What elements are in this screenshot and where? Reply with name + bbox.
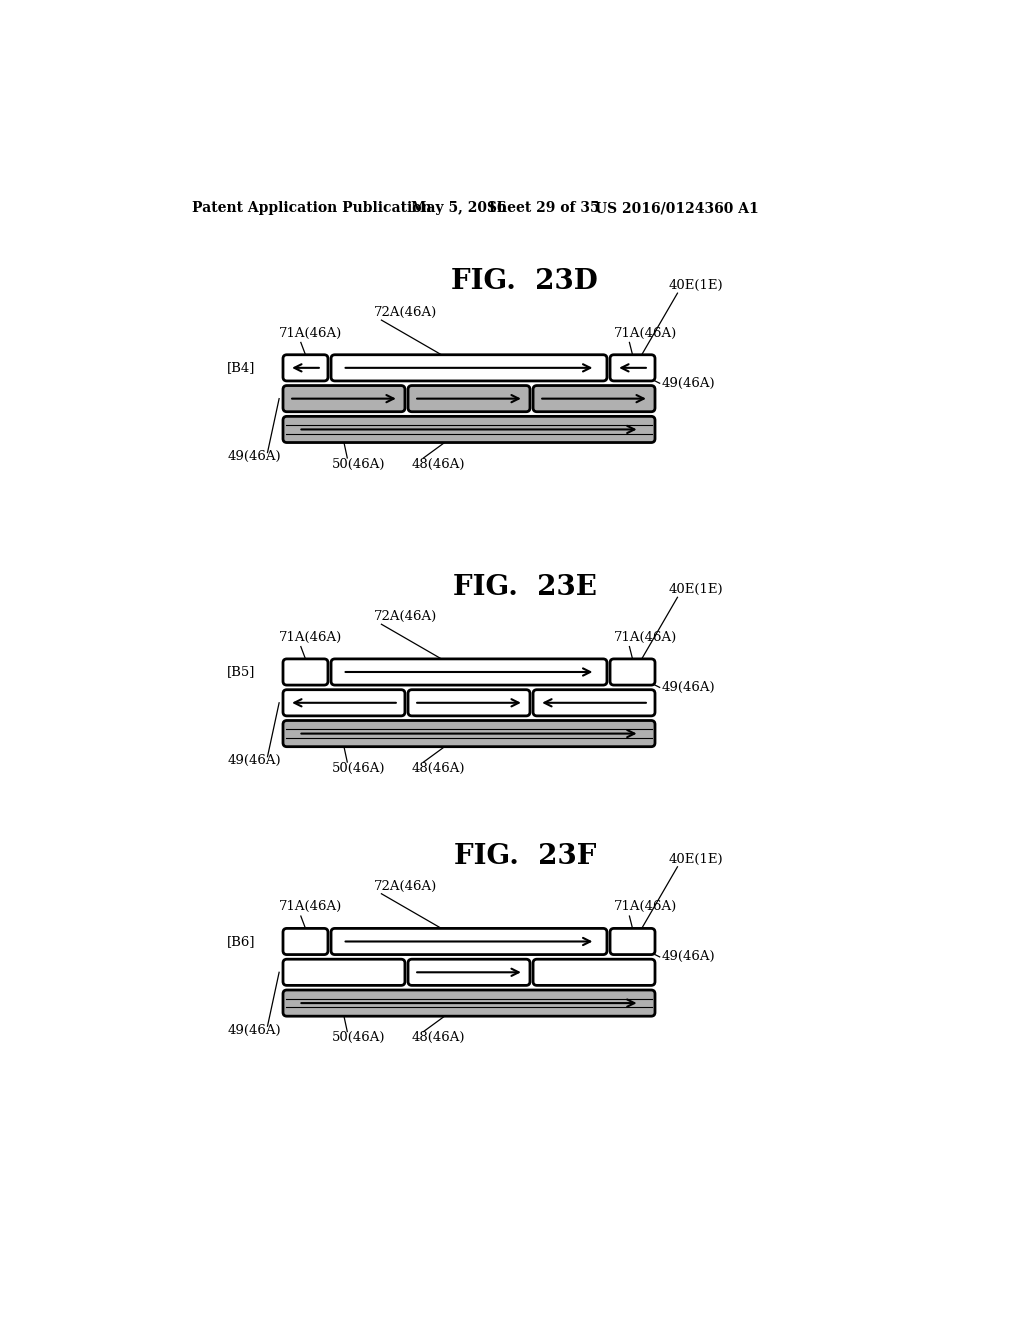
- FancyBboxPatch shape: [283, 960, 404, 985]
- Text: 50(46A): 50(46A): [332, 762, 385, 775]
- Text: FIG.  23F: FIG. 23F: [454, 843, 596, 870]
- Text: FIG.  23D: FIG. 23D: [452, 268, 598, 296]
- FancyBboxPatch shape: [610, 659, 655, 685]
- Text: 48(46A): 48(46A): [412, 458, 466, 471]
- FancyBboxPatch shape: [408, 689, 530, 715]
- Text: 49(46A): 49(46A): [227, 450, 281, 463]
- Text: 71A(46A): 71A(46A): [280, 326, 342, 339]
- Text: 71A(46A): 71A(46A): [614, 326, 677, 339]
- FancyBboxPatch shape: [534, 960, 655, 985]
- Text: 49(46A): 49(46A): [662, 681, 715, 694]
- Text: 72A(46A): 72A(46A): [374, 306, 437, 319]
- Text: 71A(46A): 71A(46A): [280, 900, 342, 913]
- Text: 49(46A): 49(46A): [227, 754, 281, 767]
- Text: 72A(46A): 72A(46A): [374, 879, 437, 892]
- Text: 71A(46A): 71A(46A): [614, 900, 677, 913]
- Text: 49(46A): 49(46A): [662, 376, 715, 389]
- Text: Patent Application Publication: Patent Application Publication: [191, 202, 431, 215]
- FancyBboxPatch shape: [610, 355, 655, 381]
- FancyBboxPatch shape: [283, 721, 655, 747]
- FancyBboxPatch shape: [283, 355, 328, 381]
- Text: [B4]: [B4]: [227, 362, 256, 375]
- FancyBboxPatch shape: [408, 385, 530, 412]
- Text: 48(46A): 48(46A): [412, 762, 466, 775]
- Text: Sheet 29 of 35: Sheet 29 of 35: [486, 202, 599, 215]
- FancyBboxPatch shape: [331, 355, 607, 381]
- FancyBboxPatch shape: [534, 689, 655, 715]
- Text: 40E(1E): 40E(1E): [669, 853, 723, 866]
- Text: 49(46A): 49(46A): [662, 950, 715, 964]
- Text: 71A(46A): 71A(46A): [614, 631, 677, 644]
- FancyBboxPatch shape: [283, 990, 655, 1016]
- FancyBboxPatch shape: [534, 385, 655, 412]
- Text: 48(46A): 48(46A): [412, 1031, 466, 1044]
- FancyBboxPatch shape: [283, 416, 655, 442]
- FancyBboxPatch shape: [331, 928, 607, 954]
- Text: [B6]: [B6]: [227, 935, 256, 948]
- FancyBboxPatch shape: [283, 385, 404, 412]
- Text: 40E(1E): 40E(1E): [669, 279, 723, 292]
- FancyBboxPatch shape: [331, 659, 607, 685]
- FancyBboxPatch shape: [283, 659, 328, 685]
- Text: US 2016/0124360 A1: US 2016/0124360 A1: [595, 202, 759, 215]
- FancyBboxPatch shape: [610, 928, 655, 954]
- Text: May 5, 2016: May 5, 2016: [411, 202, 506, 215]
- FancyBboxPatch shape: [283, 928, 328, 954]
- Text: 40E(1E): 40E(1E): [669, 583, 723, 597]
- Text: 71A(46A): 71A(46A): [280, 631, 342, 644]
- Text: 50(46A): 50(46A): [332, 1031, 385, 1044]
- Text: FIG.  23E: FIG. 23E: [453, 574, 597, 601]
- Text: 72A(46A): 72A(46A): [374, 610, 437, 623]
- FancyBboxPatch shape: [283, 689, 404, 715]
- Text: 49(46A): 49(46A): [227, 1023, 281, 1036]
- FancyBboxPatch shape: [408, 960, 530, 985]
- Text: [B5]: [B5]: [227, 665, 256, 678]
- Text: 50(46A): 50(46A): [332, 458, 385, 471]
